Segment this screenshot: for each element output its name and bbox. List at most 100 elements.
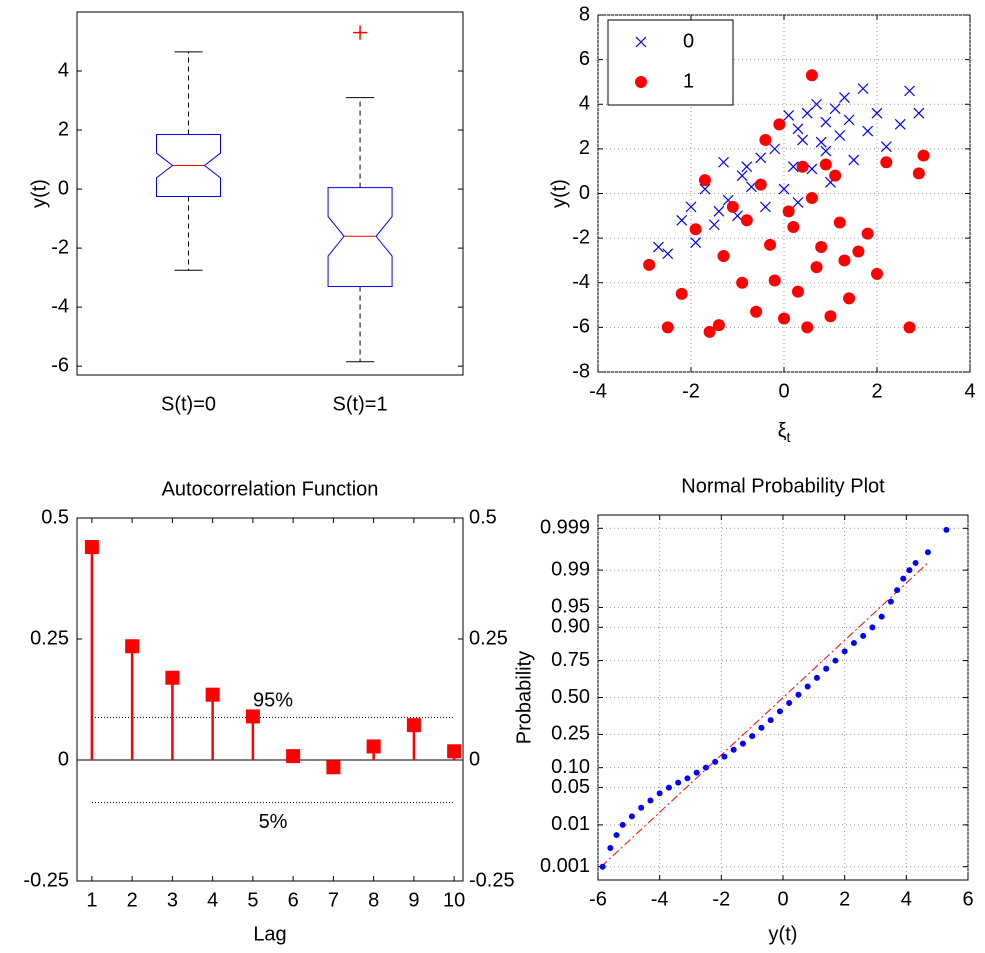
- point: [824, 310, 837, 323]
- point: [783, 109, 795, 121]
- x-axis-label-subscript: t: [787, 429, 791, 445]
- point: [805, 69, 818, 82]
- point: [792, 123, 804, 135]
- point: [741, 161, 753, 173]
- plot-area: [76, 517, 464, 882]
- chart-scatter: -8 -6 -4 -2 0 2 4 6 8 -4 -2 0 2 4 0 1 ξt y(t): [548, 3, 975, 444]
- legend-label: 0: [683, 30, 694, 52]
- point: [730, 746, 737, 753]
- y2-tick-label: -0.25: [469, 869, 515, 891]
- point: [764, 238, 777, 251]
- point: [815, 241, 828, 254]
- y-tick-label: 0.01: [551, 813, 590, 835]
- point: [684, 775, 691, 782]
- point: [698, 174, 711, 187]
- point: [689, 223, 702, 236]
- point: [804, 683, 811, 690]
- point: [912, 167, 925, 180]
- x-tick-label: S(t)=1: [333, 393, 388, 415]
- point: [736, 276, 749, 289]
- y-tick-label: 0.90: [551, 616, 590, 638]
- point: [599, 863, 606, 870]
- y-tick-label: 6: [579, 48, 590, 70]
- point: [759, 201, 771, 213]
- x-tick-label: 0: [777, 888, 788, 910]
- point: [829, 103, 841, 115]
- point: [843, 114, 855, 126]
- point: [797, 134, 809, 146]
- point: [806, 163, 818, 175]
- x-axis-label: Lag: [253, 923, 286, 945]
- point: [900, 575, 907, 582]
- point: [675, 779, 682, 786]
- point: [860, 632, 867, 639]
- y-tick-label: 2: [58, 118, 69, 140]
- x-axis-label-symbol: ξ: [778, 420, 787, 442]
- reference-line: [600, 562, 929, 868]
- y-tick-label: -2: [572, 226, 590, 248]
- y-tick-label: -6: [51, 354, 69, 376]
- point: [787, 220, 800, 233]
- point: [833, 216, 846, 229]
- stem-marker: [205, 687, 220, 702]
- x-tick-label: 2: [127, 889, 138, 911]
- y2-tick-label: 0: [469, 748, 480, 770]
- y-tick-label: -6: [572, 316, 590, 338]
- point: [665, 784, 672, 791]
- point: [773, 118, 786, 131]
- point: [924, 549, 931, 556]
- y-tick-label: 0: [58, 177, 69, 199]
- point: [778, 183, 790, 195]
- point: [906, 567, 913, 574]
- point: [839, 92, 850, 103]
- chart-probability: 0.001 0.01 0.050.10 0.25 0.50 0.75 0.900.95 0.9…: [513, 475, 973, 945]
- point: [693, 769, 700, 776]
- x-tick-label: -4: [589, 380, 607, 402]
- y-tick-label: 0.25: [551, 723, 590, 745]
- x-tick-label: -4: [651, 888, 669, 910]
- point: [718, 156, 729, 168]
- legend-marker: [635, 76, 647, 88]
- x-tick-label: S(t)=0: [161, 393, 216, 415]
- point: [861, 227, 874, 240]
- point: [878, 613, 885, 620]
- point: [880, 156, 893, 169]
- stem-marker: [366, 739, 381, 754]
- box: [327, 187, 393, 287]
- point: [819, 158, 832, 171]
- stem-marker: [326, 760, 341, 775]
- y-tick-label: -2: [51, 236, 69, 258]
- point: [903, 321, 916, 334]
- y-tick-label: 0.95: [551, 596, 590, 618]
- x-tick-label: 2: [839, 888, 850, 910]
- point: [767, 717, 774, 724]
- x-tick-label: 1: [86, 889, 97, 911]
- point: [829, 169, 842, 182]
- box: [156, 133, 222, 197]
- point: [613, 832, 620, 839]
- point: [656, 790, 663, 797]
- point: [690, 237, 702, 249]
- point: [813, 674, 820, 681]
- point: [746, 181, 757, 193]
- point: [758, 724, 765, 731]
- point: [857, 83, 869, 95]
- y-tick-label: -4: [572, 271, 590, 293]
- point: [904, 85, 915, 97]
- point: [754, 178, 767, 191]
- x-tick-label: 0: [778, 380, 789, 402]
- point: [887, 598, 894, 605]
- stem-marker: [286, 749, 301, 764]
- legend: [607, 19, 734, 106]
- y-tick-label: 0.50: [551, 686, 590, 708]
- y-tick-label: 0.05: [551, 776, 590, 798]
- point: [685, 201, 697, 213]
- stem-marker: [165, 670, 180, 685]
- y-tick-label: 4: [579, 93, 590, 115]
- x-axis-label: ξt: [778, 420, 791, 444]
- point: [880, 141, 892, 153]
- y-tick-label: -0.25: [23, 869, 69, 891]
- point: [736, 170, 748, 182]
- point: [653, 241, 664, 253]
